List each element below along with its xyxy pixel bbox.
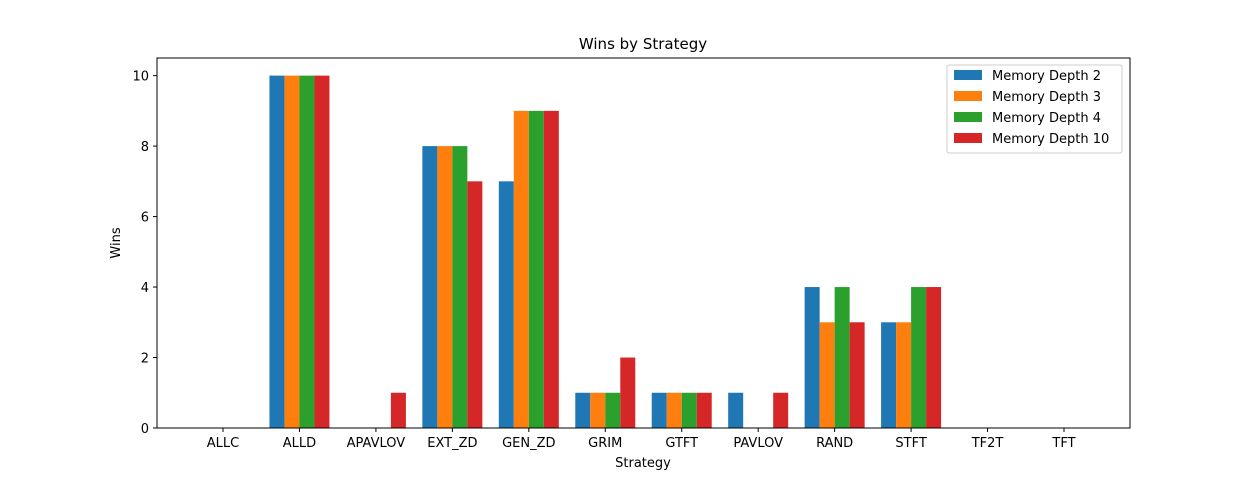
legend-frame <box>946 64 1123 154</box>
bar <box>620 357 636 428</box>
x-tick-label: GTFT <box>665 436 698 451</box>
bars-group <box>269 75 942 428</box>
y-axis: 0 2 4 6 8 10 <box>132 70 157 437</box>
bar <box>422 146 438 428</box>
bar <box>269 75 285 428</box>
bar <box>773 392 789 428</box>
bar <box>437 146 453 428</box>
x-tick-label: TF2T <box>971 436 1004 451</box>
bar <box>666 392 682 428</box>
x-axis-label: Strategy <box>615 456 671 471</box>
legend-label: Memory Depth 10 <box>992 132 1109 147</box>
bar <box>284 75 300 428</box>
x-tick-label: ALLC <box>207 436 239 451</box>
x-tick-label: GRIM <box>588 436 622 451</box>
x-tick-label: EXT_ZD <box>427 436 477 451</box>
legend-swatch <box>954 91 982 101</box>
x-tick-label: TFT <box>1051 436 1075 451</box>
bar <box>651 392 667 428</box>
bar <box>881 322 897 428</box>
x-tick-label: STFT <box>895 436 926 451</box>
x-tick-label: GEN_ZD <box>502 436 555 451</box>
bar <box>299 75 315 428</box>
legend: Memory Depth 2 Memory Depth 3 Memory Depth… <box>946 64 1123 154</box>
bar <box>926 287 942 428</box>
bar <box>681 392 697 428</box>
bar <box>314 75 330 428</box>
x-tick-label: PAVLOV <box>733 436 783 451</box>
y-tick-label: 10 <box>132 70 149 85</box>
plot-frame <box>156 57 1131 429</box>
y-tick-label: 2 <box>141 352 149 367</box>
bar <box>467 181 483 428</box>
bar <box>543 110 559 428</box>
y-axis-label: Wins <box>109 227 124 258</box>
bar <box>896 322 912 428</box>
bar <box>911 287 927 428</box>
legend-label: Memory Depth 2 <box>992 69 1101 84</box>
bar <box>696 392 712 428</box>
bar <box>849 322 865 428</box>
bar <box>528 110 544 428</box>
x-axis: ALLC ALLD APAVLOV EXT_ZD GEN_ZD GRIM GTFT PAVLO… <box>207 428 1076 451</box>
bar <box>804 287 820 428</box>
x-tick-label: ALLD <box>283 436 316 451</box>
bar <box>513 110 529 428</box>
y-tick-label: 0 <box>141 422 149 437</box>
legend-label: Memory Depth 4 <box>992 111 1101 126</box>
bar <box>590 392 606 428</box>
y-tick-label: 4 <box>141 281 149 296</box>
legend-swatch <box>954 112 982 122</box>
y-tick-label: 8 <box>141 140 149 155</box>
legend-label: Memory Depth 3 <box>992 90 1101 105</box>
chart-title: Wins by Strategy <box>579 35 707 53</box>
bar <box>575 392 591 428</box>
x-tick-label: RAND <box>816 436 853 451</box>
legend-swatch <box>954 70 982 80</box>
y-tick-label: 6 <box>141 211 149 226</box>
bar <box>390 392 406 428</box>
bar <box>834 287 850 428</box>
bar <box>498 181 514 428</box>
bar <box>728 392 744 428</box>
bar <box>605 392 621 428</box>
x-tick-label: APAVLOV <box>347 436 406 451</box>
bar <box>452 146 468 428</box>
legend-swatch <box>954 133 982 143</box>
bar <box>819 322 835 428</box>
